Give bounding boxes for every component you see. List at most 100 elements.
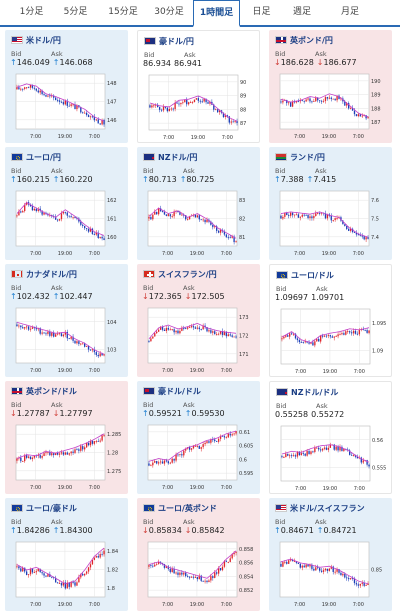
flag-icon	[11, 504, 23, 512]
chart-area	[280, 425, 371, 482]
tab-3[interactable]: 15分足	[108, 7, 138, 17]
candlestick-chart[interactable]: 0.56 0.555 7:00 19:00 7:00	[275, 423, 388, 493]
rate-card[interactable]: ユーロ/英ポンド Bid Ask ↓0.85834 ↓0.85842 0.858 0.856…	[137, 498, 260, 611]
candlestick-chart[interactable]: 0.858 0.856 0.854 0.852 7:00 19:00 7:00	[142, 539, 255, 609]
candle	[66, 452, 68, 455]
candle	[43, 573, 45, 576]
pair-title[interactable]: 英ポンド/円	[275, 35, 333, 47]
ask-price: 102.447	[59, 292, 93, 301]
x-tick-label: 19:00	[323, 369, 337, 375]
rate-card[interactable]: ユーロ/円 Bid Ask ↑160.215 ↑160.220 162 161 160 7:00…	[5, 147, 128, 260]
candle	[293, 101, 296, 103]
candlestick-chart[interactable]: 0.61 0.605 0.6 0.595 7:00 19:00 7:00	[142, 422, 255, 492]
rate-card[interactable]: ランド/円 Bid Ask ↑7.388 ↑7.415 7.6 7.5 7.4 7:00 19:0…	[269, 147, 392, 260]
flag-icon	[276, 388, 288, 396]
pair-title[interactable]: NZドル/ドル	[276, 387, 338, 399]
candle	[41, 332, 43, 334]
tab-7[interactable]: 週足	[292, 7, 311, 17]
rate-card[interactable]: NZドル/円 Bid Ask ↑80.713 ↑80.725 83 82 81 7:00 19:0…	[137, 147, 260, 260]
candle	[319, 449, 322, 451]
pair-title[interactable]: NZドル/円	[143, 152, 197, 164]
tab-5[interactable]: 1時間足	[193, 0, 240, 27]
pair-title[interactable]: スイスフラン/円	[143, 269, 217, 281]
tab-1[interactable]: 1分足	[19, 7, 44, 17]
pair-title[interactable]: 米ドル/スイスフラン	[275, 503, 365, 515]
rate-card[interactable]: ユーロ/豪ドル Bid Ask ↑1.84286 ↑1.84300 1.84 1.82 1.8…	[5, 498, 128, 611]
candle	[24, 455, 26, 462]
rate-card[interactable]: 英ポンド/ドル Bid Ask ↓1.27787 ↓1.27797 1.285 1.28 1.…	[5, 381, 128, 494]
x-tick-label: 7:00	[221, 602, 232, 608]
candle	[45, 333, 47, 335]
rate-card[interactable]: NZドル/ドル Bid Ask 0.55258 0.55272 0.56 0.555 7:00…	[269, 381, 392, 494]
pair-title[interactable]: 豪ドル/円	[144, 36, 194, 48]
candle	[175, 330, 177, 333]
candle	[103, 550, 105, 555]
candlestick-chart[interactable]: 7.6 7.5 7.4 7:00 19:00 7:00	[274, 188, 387, 258]
candlestick-chart[interactable]: 90 89 88 87 7:00 19:00 7:00	[143, 72, 256, 142]
candle	[208, 330, 210, 332]
candle	[49, 452, 51, 456]
candle	[177, 454, 179, 456]
pair-title[interactable]: ユーロ/英ポンド	[143, 503, 217, 515]
candle	[352, 455, 355, 456]
candlestick-chart[interactable]: 83 82 81 7:00 19:00 7:00	[142, 188, 255, 258]
pair-title[interactable]: ユーロ/ドル	[276, 270, 334, 282]
candle	[62, 452, 65, 455]
tab-2[interactable]: 5分足	[63, 7, 88, 17]
rate-card[interactable]: 米ドル/円 Bid Ask ↑146.049 ↑146.068 148 147 146 7:00…	[5, 30, 128, 143]
pair-title[interactable]: 米ドル/円	[11, 35, 61, 47]
rate-card[interactable]: 豪ドル/ドル Bid Ask ↑0.59521 ↑0.59530 0.61 0.605 0.6…	[137, 381, 260, 494]
candlestick-chart[interactable]: 0.85 7:00 19:00 7:00	[274, 539, 387, 609]
x-tick-label: 7:00	[221, 368, 232, 374]
pair-title[interactable]: ユーロ/豪ドル	[11, 503, 77, 515]
pair-name: 豪ドル/円	[159, 37, 194, 46]
candlestick-chart[interactable]: 1.285 1.28 1.275 7:00 19:00 7:00	[10, 422, 123, 492]
rate-card[interactable]: 米ドル/スイスフラン Bid Ask ↑0.84671 ↑0.84721 0.85 7:00…	[269, 498, 392, 611]
bid-label: Bid	[11, 518, 22, 526]
candlestick-chart[interactable]: 190 189 188 187 7:00 19:00 7:00	[274, 71, 387, 141]
rate-card[interactable]: カナダドル/円 Bid Ask ↑102.432 ↑102.447 104 103 7:00 1…	[5, 264, 128, 377]
rate-card[interactable]: 英ポンド/円 Bid Ask ↓186.628 ↓186.677 190 189 188 187…	[269, 30, 392, 143]
x-tick-label: 19:00	[58, 485, 72, 491]
y-tick-label: 81	[239, 235, 245, 241]
candlestick-chart[interactable]: 173 172 171 7:00 19:00 7:00	[142, 305, 255, 375]
rate-card[interactable]: 豪ドル/円 Bid Ask 86.934 86.941 90 89 88 87 7:00 19:00…	[137, 30, 260, 143]
y-tick-label: 0.56	[372, 438, 383, 444]
candle	[148, 463, 150, 466]
y-tick-label: 148	[107, 81, 117, 87]
pair-title[interactable]: 英ポンド/ドル	[11, 386, 77, 398]
pair-title[interactable]: カナダドル/円	[11, 269, 77, 281]
candlestick-chart[interactable]: 1.095 1.09 7:00 19:00 7:00	[275, 306, 388, 376]
candlestick-chart[interactable]: 148 147 146 7:00 19:00 7:00	[10, 71, 123, 141]
candlestick-chart[interactable]: 1.84 1.82 1.8 7:00 19:00 7:00	[10, 539, 123, 609]
tab-8[interactable]: 月足	[340, 7, 359, 17]
flag-icon	[11, 36, 23, 44]
down-arrow-icon: ↓	[316, 58, 324, 67]
candle	[51, 95, 53, 97]
candle	[194, 445, 197, 447]
pair-title[interactable]: ユーロ/円	[11, 152, 61, 164]
candle	[367, 117, 369, 119]
down-arrow-icon: ↓	[10, 409, 17, 418]
candle	[76, 449, 78, 451]
candle	[205, 98, 207, 103]
candle	[20, 568, 22, 572]
pair-title[interactable]: ランド/円	[275, 152, 325, 164]
candle	[20, 325, 22, 328]
pair-title[interactable]: 豪ドル/ドル	[143, 386, 201, 398]
rate-card[interactable]: ユーロ/ドル Bid Ask 1.09697 1.09701 1.095 1.09 7:00 1…	[269, 264, 392, 377]
tab-4[interactable]: 30分足	[154, 7, 184, 17]
moving-average-line	[148, 550, 237, 579]
candle	[345, 331, 347, 335]
y-tick-label: 172	[239, 334, 249, 340]
candle	[80, 573, 82, 578]
candle	[318, 568, 321, 571]
rate-card[interactable]: スイスフラン/円 Bid Ask ↓172.365 ↓172.505 173 172 171 7…	[137, 264, 260, 377]
tab-6[interactable]: 日足	[252, 7, 271, 17]
candle	[85, 571, 88, 574]
candle	[363, 582, 365, 586]
candlestick-chart[interactable]: 162 161 160 7:00 19:00 7:00	[10, 188, 123, 258]
y-tick-label: 1.275	[107, 469, 121, 475]
candle	[217, 567, 220, 574]
candlestick-chart[interactable]: 104 103 7:00 19:00 7:00	[10, 305, 123, 375]
